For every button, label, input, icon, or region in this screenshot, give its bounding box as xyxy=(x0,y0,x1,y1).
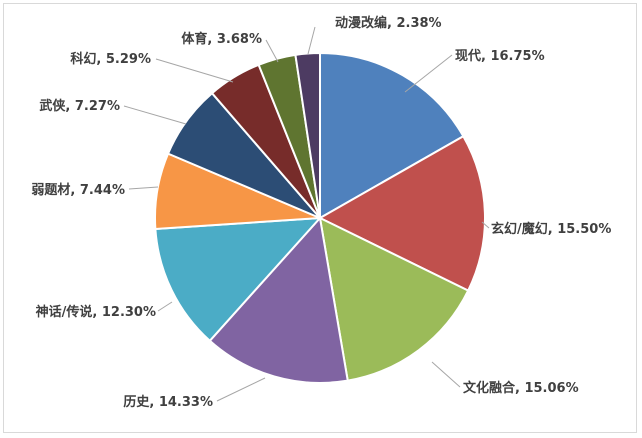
leader-line xyxy=(307,26,316,55)
leader-line xyxy=(265,39,279,63)
data-label: 动漫改编, 2.38% xyxy=(335,15,442,31)
data-label: 神话/传说, 12.30% xyxy=(36,304,156,320)
leader-line xyxy=(155,58,234,83)
leader-line xyxy=(481,221,490,229)
data-label: 玄幻/魔幻, 15.50% xyxy=(491,221,611,237)
data-label: 现代, 16.75% xyxy=(455,48,545,64)
leader-line xyxy=(157,301,173,312)
data-label: 武侠, 7.27% xyxy=(39,98,120,114)
pie-slice-5 xyxy=(154,216,323,343)
data-label: 体育, 3.68% xyxy=(181,31,262,47)
data-label: 科幻, 5.29% xyxy=(70,51,151,67)
pie-slice-3 xyxy=(318,216,470,382)
pie-slice-4 xyxy=(208,215,349,384)
leader-line xyxy=(431,361,461,388)
leader-line xyxy=(128,186,159,190)
pie-slice-1 xyxy=(319,51,465,220)
chart-frame xyxy=(3,3,637,433)
data-label: 弱题材, 7.44% xyxy=(31,182,125,198)
leader-line xyxy=(123,105,187,125)
leader-line xyxy=(216,377,266,402)
data-label: 历史, 14.33% xyxy=(123,394,213,410)
pie-slice-2 xyxy=(317,134,486,292)
data-label: 文化融合, 15.06% xyxy=(463,380,579,396)
leader-line xyxy=(404,54,453,93)
